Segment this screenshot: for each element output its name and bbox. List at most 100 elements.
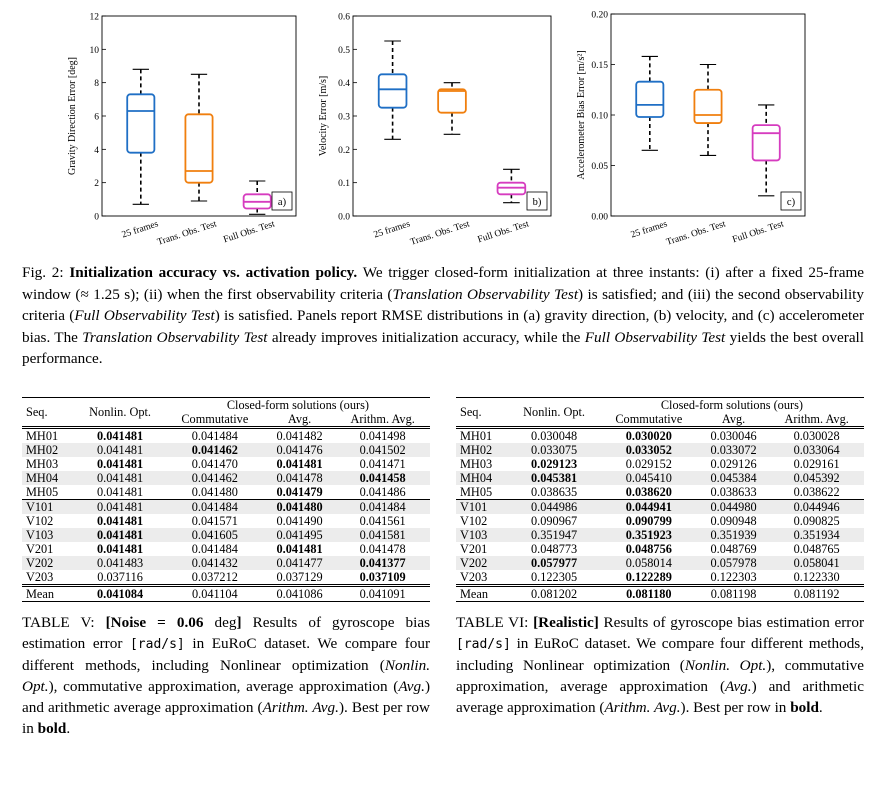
table-row: Mean 0.041084 0.041104 0.041086 0.041091 xyxy=(22,584,430,602)
row-seq: V201 xyxy=(26,542,54,556)
table-cell: 0.057978 xyxy=(697,556,770,570)
table-cell: 0.041486 xyxy=(359,485,406,499)
table-cell: 0.041091 xyxy=(335,584,430,602)
x-category-label: Trans. Obs. Test xyxy=(665,219,727,248)
table-v-grid: Seq. Nonlin. Opt. Closed-form solutions … xyxy=(22,397,430,602)
table-cell: 0.041481 xyxy=(74,499,166,514)
table-vi-grid: Seq. Nonlin. Opt. Closed-form solutions … xyxy=(456,397,864,602)
row-seq: V103 xyxy=(456,528,509,542)
table-cell: 0.033052 xyxy=(599,443,698,457)
y-tick-label: 0.00 xyxy=(591,213,608,223)
table-row: MH01 0.030048 0.030020 0.030046 0.030028 xyxy=(456,426,864,443)
chart-gravity-error: 0 2 4 6 8 10 12 Gravity Direction Error [deg] 25… xyxy=(67,13,297,248)
row-seq: V101 xyxy=(456,499,509,514)
table-cell: 0.090967 xyxy=(531,514,578,528)
table-cell: 0.041484 xyxy=(165,499,264,514)
table-row: V102 0.090967 0.090799 0.090948 0.090825 xyxy=(456,514,864,528)
row-seq: V102 xyxy=(26,514,54,528)
table-row: MH03 0.041481 0.041470 0.041481 0.041471 xyxy=(22,457,430,471)
x-category-label: 25 frames xyxy=(120,218,160,240)
table-row: V101 0.044986 0.044941 0.044980 0.044946 xyxy=(456,499,864,514)
table-cell: 0.037116 xyxy=(97,570,143,584)
table-cell: 0.030020 xyxy=(599,426,698,443)
row-seq: V203 xyxy=(460,570,488,584)
table-cell: 0.044941 xyxy=(599,499,698,514)
table-cell: 0.041605 xyxy=(165,528,264,542)
table-cell: 0.048765 xyxy=(793,542,840,556)
panel-label-box xyxy=(271,191,293,211)
table-row: V101 0.041481 0.041484 0.041480 0.041484 xyxy=(22,499,430,514)
box xyxy=(126,93,156,154)
table-cell: 0.041458 xyxy=(335,471,430,485)
table-cell: 0.122289 xyxy=(625,570,672,584)
table-cell: 0.033075 xyxy=(508,443,600,457)
table-cell: 0.058014 xyxy=(599,556,698,570)
row-seq: MH05 xyxy=(460,485,493,499)
table-cell: 0.037212 xyxy=(191,570,238,584)
x-category-label: Trans. Obs. Test xyxy=(409,219,471,248)
table-cell: 0.041470 xyxy=(191,457,238,471)
figure-2: 0 2 4 6 8 10 12 Gravity Direction Error [deg] 25… xyxy=(0,0,884,258)
row-seq: MH05 xyxy=(26,485,59,499)
table-row: MH04 0.045381 0.045410 0.045384 0.045392 xyxy=(456,471,864,485)
table-cell: 0.351947 xyxy=(508,528,600,542)
y-tick-label: 0.15 xyxy=(591,61,608,71)
box xyxy=(693,88,723,124)
box xyxy=(184,113,214,184)
table-cell: 0.041481 xyxy=(97,542,144,556)
table-cell: 0.041481 xyxy=(276,457,323,471)
table-cell: 0.044946 xyxy=(769,499,864,514)
table-cell: 0.351934 xyxy=(769,528,864,542)
y-tick-label: 2 xyxy=(94,179,99,189)
row-seq: MH04 xyxy=(456,471,509,485)
table-cell: 0.038633 xyxy=(710,485,757,499)
row-seq: V101 xyxy=(22,499,75,514)
header-closed-form: Closed-form solutions (ours) xyxy=(599,397,864,412)
table-row: MH02 0.033075 0.033052 0.033072 0.033064 xyxy=(456,443,864,457)
table-cell: 0.081202 xyxy=(508,584,600,602)
table-cell: 0.041481 xyxy=(74,426,166,443)
table-cell: 0.041581 xyxy=(335,528,430,542)
table-cell: 0.041484 xyxy=(191,542,238,556)
table-cell: 0.044980 xyxy=(697,499,770,514)
panel-label-box xyxy=(780,191,802,211)
table-cell: 0.041481 xyxy=(276,542,323,556)
panel-label-box xyxy=(526,191,548,211)
table-row: MH05 0.038635 0.038620 0.038633 0.038622 xyxy=(456,485,864,500)
row-seq: MH01 xyxy=(456,426,509,443)
table-vi: Seq. Nonlin. Opt. Closed-form solutions … xyxy=(456,397,864,718)
table-cell: 0.041481 xyxy=(97,485,144,499)
table-cell: 0.041502 xyxy=(335,443,430,457)
table-cell: 0.030048 xyxy=(508,426,600,443)
figure-caption: Fig. 2: Initialization accuracy vs. acti… xyxy=(22,264,865,367)
table-cell: 0.038635 xyxy=(531,485,578,499)
figure-title: Initialization accuracy vs. activation p… xyxy=(69,264,358,281)
row-seq: MH03 xyxy=(26,457,59,471)
table-v: Seq. Nonlin. Opt. Closed-form solutions … xyxy=(22,397,430,739)
box xyxy=(635,80,665,118)
header-nonlin: Nonlin. Opt. xyxy=(74,397,166,428)
y-tick-label: 4 xyxy=(94,146,99,156)
header-avg: Avg. xyxy=(287,412,312,426)
table-cell: 0.041483 xyxy=(74,556,166,570)
table-cell: 0.037129 xyxy=(276,570,323,584)
header-nonlin: Nonlin. Opt. xyxy=(508,397,600,428)
table-cell: 0.041484 xyxy=(165,426,264,443)
row-seq: MH02 xyxy=(456,443,509,457)
table-cell: 0.033064 xyxy=(769,443,864,457)
table-cell: 0.041471 xyxy=(359,457,406,471)
box-plot-panels: 0 2 4 6 8 10 12 Gravity Direction Error [deg] 25… xyxy=(67,11,806,248)
table-vi-caption: TABLE VI: [Realistic] Results of gyrosco… xyxy=(456,614,865,716)
y-tick-label: 0.0 xyxy=(338,213,350,223)
table-cell: 0.041377 xyxy=(335,556,430,570)
table-cell: 0.030028 xyxy=(769,426,864,443)
header-arithm: Arithm. Avg. xyxy=(784,412,849,426)
table-cell: 0.090825 xyxy=(793,514,840,528)
table-cell: 0.041478 xyxy=(263,471,336,485)
y-tick-label: 0.1 xyxy=(338,179,350,189)
table-cell: 0.041481 xyxy=(97,457,144,471)
header-commutative: Commutative xyxy=(615,412,683,426)
table-cell: 0.041484 xyxy=(335,499,430,514)
table-row: V203 0.037116 0.037212 0.037129 0.037109 xyxy=(22,570,430,586)
table-row: V103 0.041481 0.041605 0.041495 0.041581 xyxy=(22,528,430,542)
